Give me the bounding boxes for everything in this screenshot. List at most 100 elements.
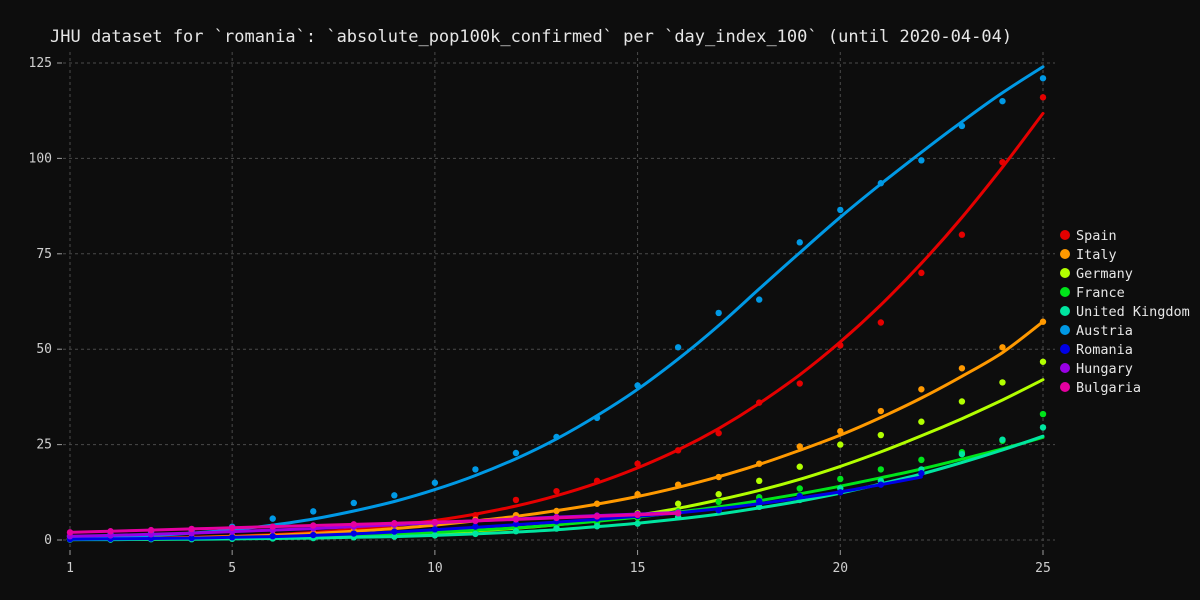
data-point-austria bbox=[310, 508, 317, 515]
data-point-united-kingdom bbox=[593, 523, 601, 530]
legend-marker-romania bbox=[1060, 344, 1070, 354]
legend-marker-austria bbox=[1060, 325, 1070, 335]
data-point-spain bbox=[593, 477, 601, 485]
legend: Spain Italy Germany France United Kingdom Aus… bbox=[1060, 228, 1190, 396]
legend-label-united-kingdom: United Kingdom bbox=[1076, 304, 1190, 320]
data-point-bulgaria bbox=[269, 523, 276, 530]
x-tick-label: 10 bbox=[427, 561, 443, 576]
data-point-bulgaria bbox=[188, 525, 195, 533]
data-point-spain bbox=[877, 319, 885, 326]
data-point-france bbox=[796, 485, 803, 492]
data-point-romania bbox=[472, 523, 479, 530]
chart-title: JHU dataset for `romania`: `absolute_pop… bbox=[50, 27, 1012, 47]
data-point-italy bbox=[593, 500, 601, 507]
data-point-bulgaria bbox=[228, 524, 236, 531]
series-italy bbox=[66, 318, 1047, 543]
y-tick-label: 125 bbox=[29, 56, 52, 71]
data-point-italy bbox=[634, 491, 641, 498]
data-point-austria bbox=[512, 449, 520, 457]
data-point-italy bbox=[877, 407, 885, 415]
data-point-austria bbox=[877, 180, 885, 187]
data-point-germany bbox=[756, 477, 763, 485]
data-point-bulgaria bbox=[107, 528, 114, 535]
data-point-spain bbox=[472, 511, 479, 519]
data-point-austria bbox=[674, 344, 682, 351]
data-point-bulgaria bbox=[431, 518, 439, 526]
data-point-bulgaria bbox=[634, 511, 641, 519]
data-point-united-kingdom bbox=[431, 532, 439, 539]
data-point-romania bbox=[188, 534, 195, 542]
y-tick-label: 25 bbox=[36, 438, 52, 453]
data-point-spain bbox=[796, 380, 803, 387]
data-point-united-kingdom bbox=[1039, 424, 1047, 431]
data-point-romania bbox=[350, 530, 357, 537]
data-point-spain bbox=[715, 429, 722, 437]
data-point-austria bbox=[756, 296, 763, 303]
data-point-romania bbox=[837, 489, 844, 496]
fit-line-romania bbox=[68, 475, 923, 541]
data-point-italy bbox=[837, 428, 844, 435]
legend-label-bulgaria: Bulgaria bbox=[1076, 380, 1141, 396]
data-point-romania bbox=[431, 526, 439, 533]
data-point-romania bbox=[715, 507, 722, 514]
data-point-united-kingdom bbox=[472, 530, 479, 538]
legend-marker-germany bbox=[1060, 268, 1070, 278]
data-point-united-kingdom bbox=[512, 528, 520, 535]
data-point-germany bbox=[715, 491, 722, 498]
data-point-united-kingdom bbox=[553, 525, 560, 532]
data-point-austria bbox=[1039, 75, 1047, 82]
data-point-united-kingdom bbox=[958, 450, 966, 458]
data-point-bulgaria bbox=[553, 514, 560, 522]
legend-label-spain: Spain bbox=[1076, 228, 1117, 244]
series-bulgaria bbox=[66, 510, 682, 536]
data-point-bulgaria bbox=[66, 529, 74, 536]
data-point-spain bbox=[918, 269, 925, 277]
data-point-austria bbox=[472, 466, 479, 473]
x-tick-label: 5 bbox=[228, 561, 236, 576]
x-tick-label: 15 bbox=[630, 561, 646, 576]
data-point-bulgaria bbox=[391, 520, 398, 527]
data-point-united-kingdom bbox=[999, 436, 1006, 443]
data-point-spain bbox=[553, 487, 560, 495]
legend-marker-italy bbox=[1060, 249, 1070, 259]
legend-marker-bulgaria bbox=[1060, 382, 1070, 392]
data-point-france bbox=[918, 456, 925, 464]
legend-label-france: France bbox=[1076, 285, 1125, 301]
plot-area bbox=[66, 65, 1047, 543]
data-point-united-kingdom bbox=[391, 533, 398, 540]
data-point-germany bbox=[674, 500, 682, 507]
data-point-austria bbox=[796, 239, 803, 246]
data-point-france bbox=[1039, 410, 1047, 418]
data-point-romania bbox=[796, 492, 803, 500]
data-point-italy bbox=[999, 344, 1006, 351]
data-point-spain bbox=[1039, 94, 1047, 101]
data-point-bulgaria bbox=[310, 522, 317, 529]
data-point-italy bbox=[715, 473, 722, 481]
data-point-bulgaria bbox=[472, 517, 479, 525]
data-point-italy bbox=[674, 481, 682, 488]
data-point-austria bbox=[958, 122, 966, 130]
x-tick-label: 1 bbox=[66, 561, 74, 576]
grid bbox=[57, 52, 1055, 550]
data-point-united-kingdom bbox=[634, 520, 641, 527]
y-tick-label: 0 bbox=[44, 533, 52, 548]
data-point-spain bbox=[512, 496, 520, 504]
data-point-romania bbox=[391, 528, 398, 535]
series-austria bbox=[66, 65, 1047, 540]
data-point-austria bbox=[269, 515, 276, 522]
legend-label-austria: Austria bbox=[1076, 323, 1133, 339]
legend-marker-united-kingdom bbox=[1060, 306, 1070, 316]
data-point-austria bbox=[391, 492, 398, 499]
data-point-austria bbox=[837, 206, 844, 214]
legend-label-romania: Romania bbox=[1076, 342, 1133, 358]
data-point-italy bbox=[918, 386, 925, 393]
data-point-italy bbox=[756, 460, 763, 467]
data-point-italy bbox=[796, 443, 803, 450]
data-point-austria bbox=[431, 479, 439, 486]
data-point-romania bbox=[310, 531, 317, 539]
data-point-austria bbox=[553, 433, 560, 441]
data-point-austria bbox=[999, 97, 1006, 105]
fit-line-italy bbox=[68, 320, 1045, 541]
legend-marker-hungary bbox=[1060, 363, 1070, 373]
